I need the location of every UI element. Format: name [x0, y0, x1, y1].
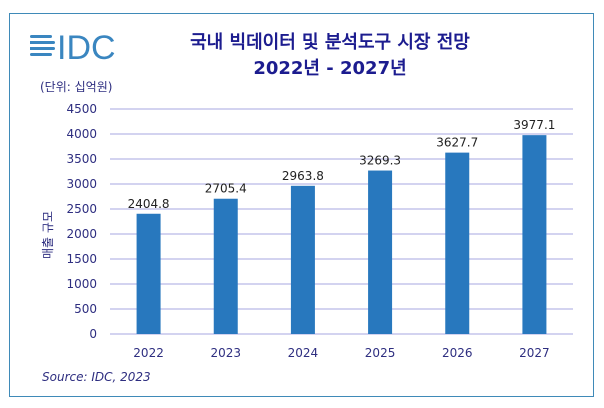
- x-tick-label: 2023: [210, 346, 241, 360]
- data-label: 2404.8: [128, 197, 170, 211]
- y-tick-label: 4500: [66, 102, 97, 116]
- bar: [522, 135, 547, 334]
- data-label: 3627.7: [436, 136, 478, 150]
- x-tick-label: 2025: [365, 346, 396, 360]
- y-tick-label: 0: [89, 327, 97, 341]
- y-tick-label: 1500: [66, 252, 97, 266]
- data-label: 3269.3: [359, 154, 401, 168]
- data-label: 2705.4: [205, 182, 247, 196]
- idc-logo: IDC: [30, 29, 116, 66]
- y-tick-label: 2500: [66, 202, 97, 216]
- y-tick-label: 500: [74, 302, 97, 316]
- bar: [368, 170, 393, 334]
- unit-note: (단위: 십억원): [40, 80, 113, 94]
- y-tick-label: 1000: [66, 277, 97, 291]
- chart-subtitle: 2022년 - 2027년: [253, 58, 407, 79]
- data-label: 3977.1: [513, 118, 555, 132]
- y-tick-label: 2000: [66, 227, 97, 241]
- source-note: Source: IDC, 2023: [42, 370, 151, 384]
- chart-title-main: 국내 빅데이터 및 분석도구 시장 전망: [190, 32, 470, 53]
- y-tick-label: 4000: [66, 127, 97, 141]
- y-tick-label: 3000: [66, 177, 97, 191]
- svg-text:IDC: IDC: [57, 29, 116, 66]
- x-tick-label: 2027: [519, 346, 550, 360]
- chart-title: 국내 빅데이터 및 분석도구 시장 전망 2022년 - 2027년: [160, 30, 500, 82]
- y-tick-label: 3500: [66, 152, 97, 166]
- bar: [213, 198, 238, 334]
- data-label: 2963.8: [282, 169, 324, 183]
- bar: [136, 213, 161, 334]
- bar: [445, 152, 470, 334]
- x-tick-label: 2026: [442, 346, 473, 360]
- chart-frame: [9, 13, 594, 397]
- x-tick-label: 2022: [133, 346, 164, 360]
- x-tick-label: 2024: [288, 346, 319, 360]
- y-axis-label: 매출 규모: [41, 211, 55, 259]
- bar: [290, 185, 315, 334]
